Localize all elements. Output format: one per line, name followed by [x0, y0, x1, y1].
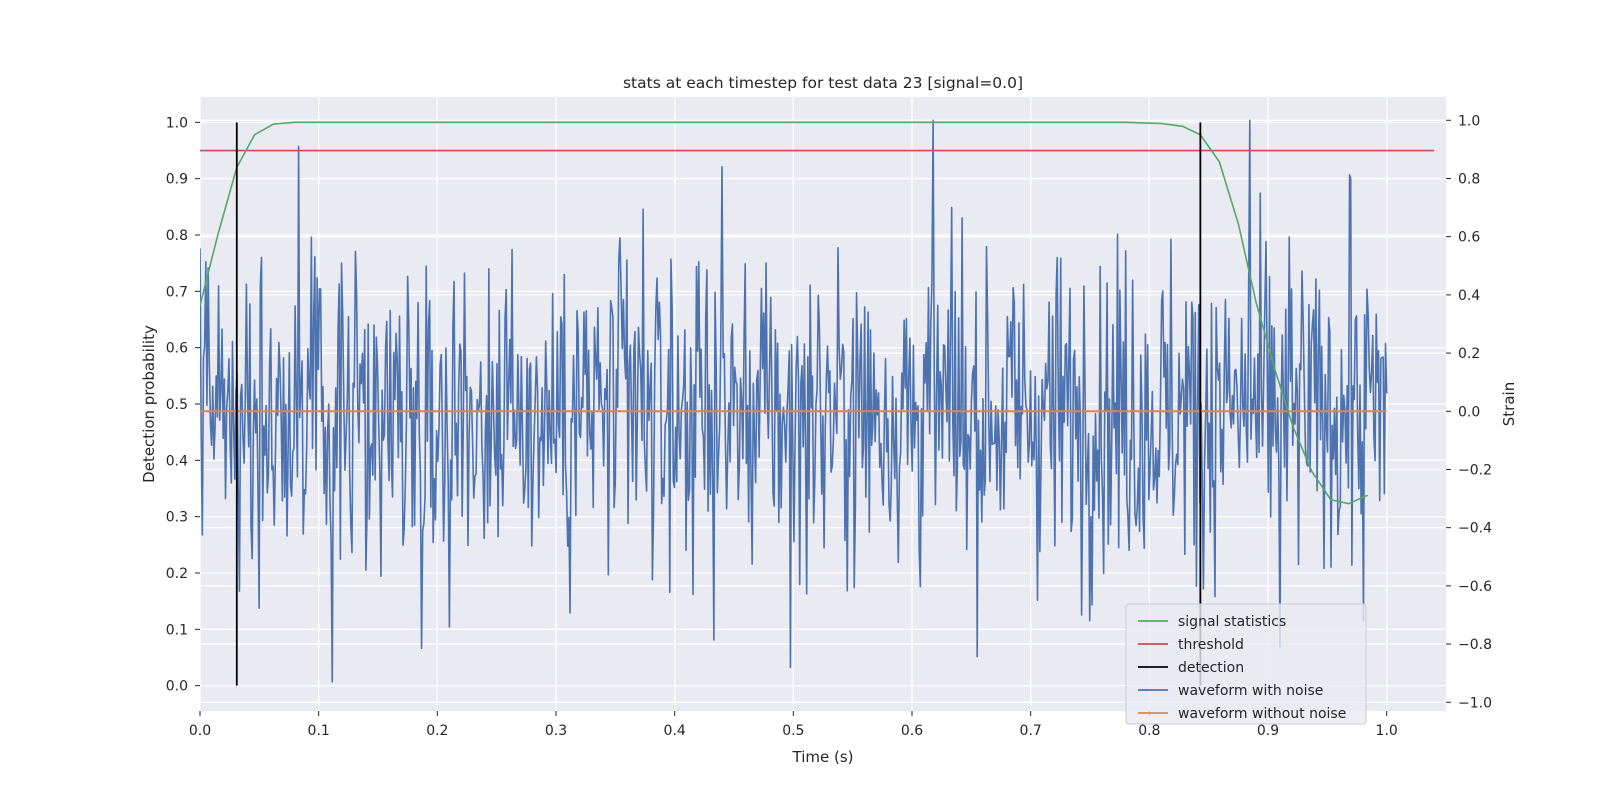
x-tick-label: 0.8 [1138, 723, 1160, 739]
y-right-tick-label: 0.0 [1458, 404, 1480, 420]
x-tick-label: 0.7 [1020, 723, 1042, 739]
y-right-tick-label: 0.6 [1458, 230, 1480, 246]
y-tick-label: 0.2 [166, 566, 188, 582]
y-right-tick-label: 0.2 [1458, 346, 1480, 362]
x-tick-label: 0.9 [1257, 723, 1279, 739]
y-tick-label: 0.6 [166, 341, 188, 357]
y-tick-label: 0.4 [166, 453, 188, 469]
x-tick-label: 0.2 [426, 723, 448, 739]
y-axis-title-left: Detection probability [140, 325, 158, 483]
series-signal-statistics [200, 121, 1369, 505]
y-tick-label: 0.7 [166, 284, 188, 300]
y-right-tick-label: 0.8 [1458, 171, 1480, 187]
legend-label: detection [1178, 660, 1244, 676]
y-right-tick-label: −0.4 [1458, 521, 1492, 537]
y-tick-label: 0.8 [166, 228, 188, 244]
y-tick-label: 0.1 [166, 622, 188, 638]
x-tick-label: 0.0 [189, 723, 211, 739]
y-tick-label: 0.9 [166, 172, 188, 188]
y-tick-label: 0.5 [166, 397, 188, 413]
legend-label: waveform with noise [1178, 683, 1323, 699]
legend-label: signal statistics [1178, 614, 1286, 630]
y-right-tick-label: −0.8 [1458, 637, 1492, 653]
legend-label: threshold [1178, 637, 1244, 653]
x-tick-label: 0.1 [308, 723, 330, 739]
axes: 0.0 0.1 0.2 0.3 0.4 0.5 0.6 0.7 0.8 0.9 1.0 0.0 0.1 0… [166, 113, 1492, 739]
x-tick-label: 0.5 [782, 723, 804, 739]
chart-title: stats at each timestep for test data 23 … [623, 74, 1023, 92]
series-layer [200, 119, 1435, 686]
legend: signal statistics threshold detection wavef… [1125, 603, 1367, 725]
legend-label: waveform without noise [1178, 706, 1346, 722]
y-tick-label: 0.3 [166, 510, 188, 526]
y-axis-title-right: Strain [1500, 382, 1518, 426]
x-tick-label: 0.4 [664, 723, 686, 739]
y-right-tick-label: −1.0 [1458, 695, 1492, 711]
legend-box [1125, 603, 1367, 725]
y-tick-label: 1.0 [166, 115, 188, 131]
x-axis-title: Time (s) [792, 748, 854, 766]
y-right-tick-label: −0.2 [1458, 462, 1492, 478]
x-tick-label: 0.3 [545, 723, 567, 739]
y-right-tick-label: 1.0 [1458, 113, 1480, 129]
y-tick-label: 0.0 [166, 679, 188, 695]
y-right-tick-label: −0.6 [1458, 579, 1492, 595]
x-tick-label: 1.0 [1376, 723, 1398, 739]
x-tick-label: 0.6 [901, 723, 923, 739]
y-right-tick-label: 0.4 [1458, 288, 1480, 304]
series-waveform-with-noise [200, 119, 1388, 683]
